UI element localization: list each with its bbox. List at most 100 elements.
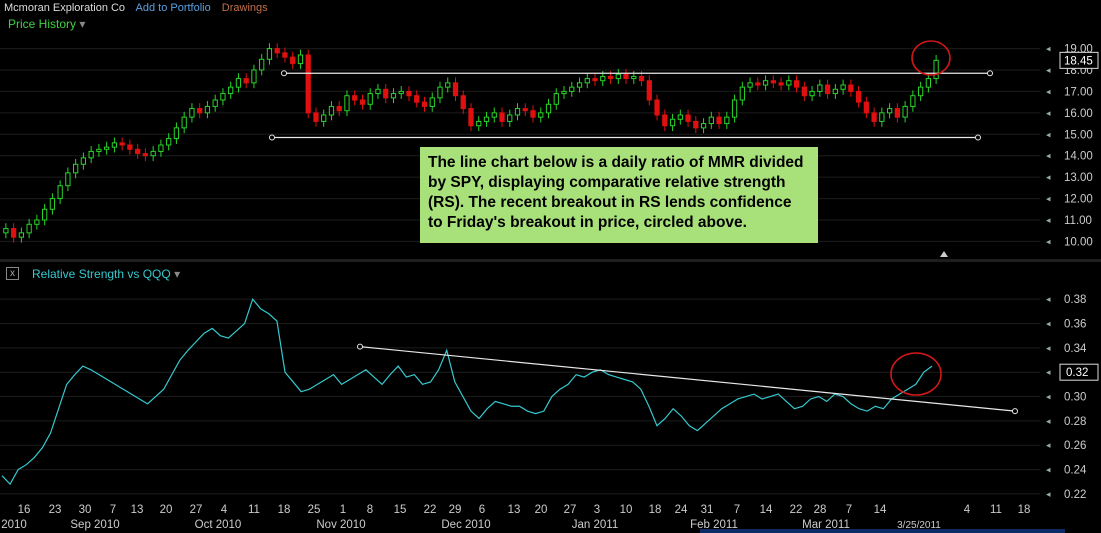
candle [708,111,714,129]
candle [42,203,48,226]
chevron-down-icon[interactable]: ▾ [79,17,86,31]
candle-body [173,127,180,140]
panel-divider[interactable] [0,259,1101,262]
candle [282,47,288,63]
candle [662,109,668,132]
x-tick-label: 11 [990,504,1002,516]
candle-body [34,219,40,225]
candle [832,83,838,99]
candle [677,109,683,125]
candle-body [127,144,133,150]
relative-strength-label[interactable]: Relative Strength vs QQQ ▾ [32,267,181,281]
candle-body [166,138,172,146]
candle [623,68,629,84]
candle-body [879,112,885,122]
candle [274,43,280,59]
candle-body [855,90,862,103]
candle-body [894,108,900,118]
candle [142,148,149,162]
candle-body [220,93,226,101]
candle-body [297,54,304,65]
drawings-link[interactable]: Drawings [221,2,268,14]
candle [824,79,831,99]
candle [654,94,660,121]
candle-body [212,99,218,107]
candle [445,77,451,93]
candle-body [367,93,373,105]
candle [840,79,846,95]
chevron-down-icon[interactable]: ▾ [174,267,181,281]
candle [398,86,404,99]
x-month-label: Dec 2010 [441,519,490,531]
candle-body [65,172,71,187]
candle [321,109,327,127]
candle-body [228,86,234,95]
trendline-handle [987,70,993,77]
x-tick-label: 22 [790,504,803,516]
candle-body [917,86,924,97]
x-tick-label: 7 [110,504,116,516]
candle [359,94,366,110]
candle [514,103,521,121]
candle [778,77,784,91]
candle [809,86,815,102]
rs-tick-dot: ◂ [1046,417,1051,427]
candle-body [623,73,629,80]
close-icon[interactable]: x [6,267,19,280]
candle [910,90,916,112]
candle [204,101,211,119]
x-month-label: 3/25/2011 [897,520,941,531]
x-month-label: Feb 2011 [690,519,738,531]
candle-body [716,116,722,125]
price-history-label[interactable]: Price History ▾ [8,17,86,31]
price-tick-label: 16.00 [1064,108,1093,120]
candle-body [654,99,660,116]
price-tick-label: 15.00 [1064,129,1093,141]
add-to-portfolio-link[interactable]: Add to Portfolio [135,2,211,14]
rs-tick-label: 0.28 [1064,416,1086,428]
x-tick-label: 10 [620,504,633,516]
x-tick-label: 14 [760,504,773,516]
candle [437,81,443,104]
candle [80,152,87,170]
candle-body [282,52,288,58]
candle [26,218,32,239]
candle-body [476,120,482,127]
candle [197,103,203,119]
rs-tick-label: 0.22 [1064,489,1086,501]
price-tick-dot: ◂ [1046,195,1051,205]
candle-body [243,78,249,84]
candle-body [266,48,273,60]
candle [49,193,56,215]
candle-body [468,108,474,127]
x-month-label: Oct 2010 [195,519,242,531]
candle-body [545,103,552,114]
candle-body [10,228,17,238]
candle-body [693,120,699,129]
candle-body [96,148,102,152]
price-tick-label: 12.00 [1064,194,1093,206]
candle [88,146,94,164]
candle [933,55,939,84]
price-tick-dot: ◂ [1046,130,1051,140]
candle [925,73,932,93]
candle-body [336,105,342,112]
candle [770,75,776,89]
x-month-label: Nov 2010 [316,519,365,531]
candle-body [708,116,714,125]
x-month-label: Mar 2011 [802,519,850,531]
x-month-label: 2010 [1,519,27,531]
candle [855,86,862,108]
candle-body [514,108,521,116]
candle-body [584,78,590,84]
candle-body [352,95,358,101]
chart-header: Mcmoran Exploration Co Add to Portfolio … [0,0,276,16]
candle [561,86,567,99]
candle-body [328,105,335,116]
candle-body [452,82,459,97]
candle [545,98,552,119]
x-tick-label: 18 [649,504,662,516]
candle [499,107,505,127]
candle [352,90,358,106]
